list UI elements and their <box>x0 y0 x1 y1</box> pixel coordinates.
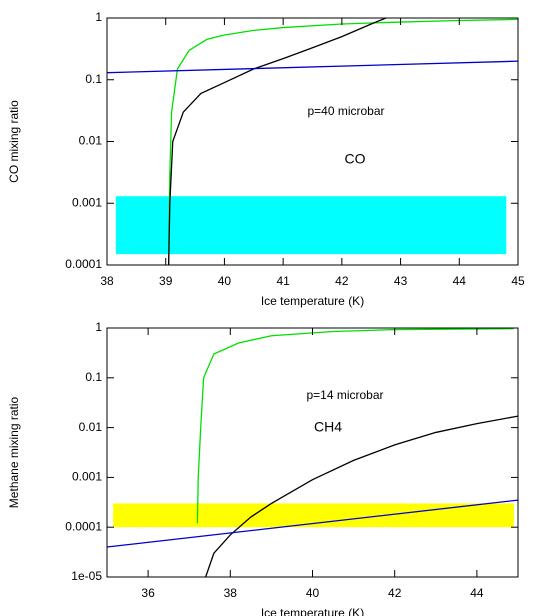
x-tick-label: 44 <box>453 274 467 288</box>
annotation: p=40 microbar <box>307 104 384 118</box>
x-tick-label: 42 <box>388 586 402 600</box>
y-tick-label: 0.1 <box>85 72 102 86</box>
y-tick-label: 0.0001 <box>65 257 102 271</box>
x-tick-label: 40 <box>306 586 320 600</box>
data-line <box>196 328 514 524</box>
y-tick-label: 1 <box>95 320 102 334</box>
x-tick-label: 40 <box>218 274 232 288</box>
x-tick-label: 38 <box>224 586 238 600</box>
x-tick-label: 36 <box>141 586 155 600</box>
annotation: CO <box>345 151 366 167</box>
annotation: p=14 microbar <box>306 388 383 402</box>
y-tick-label: 0.001 <box>72 195 102 209</box>
x-tick-label: 43 <box>394 274 408 288</box>
y-axis-label: CO mixing ratio <box>7 100 21 183</box>
x-tick-label: 38 <box>100 274 114 288</box>
shaded-band <box>115 196 507 255</box>
y-tick-label: 1e-05 <box>71 569 102 583</box>
x-axis-label: Ice temperature (K) <box>261 606 364 616</box>
shaded-band <box>113 503 514 528</box>
data-line <box>107 60 518 74</box>
y-tick-label: 0.01 <box>79 134 103 148</box>
x-tick-label: 39 <box>159 274 173 288</box>
x-tick-label: 42 <box>335 274 349 288</box>
y-tick-label: 0.01 <box>79 420 103 434</box>
data-line <box>107 499 518 548</box>
x-tick-label: 44 <box>470 586 484 600</box>
y-tick-label: 1 <box>95 10 102 24</box>
x-axis-label: Ice temperature (K) <box>261 294 364 308</box>
y-tick-label: 0.0001 <box>65 519 102 533</box>
x-tick-label: 45 <box>511 274 525 288</box>
plot-area <box>107 328 518 577</box>
y-tick-label: 0.1 <box>85 370 102 384</box>
data-line <box>205 415 518 577</box>
x-tick-label: 41 <box>276 274 290 288</box>
y-tick-label: 0.001 <box>72 470 102 484</box>
annotation: CH4 <box>314 419 342 435</box>
data-line <box>168 18 387 265</box>
y-axis-label: Methane mixing ratio <box>7 396 21 508</box>
